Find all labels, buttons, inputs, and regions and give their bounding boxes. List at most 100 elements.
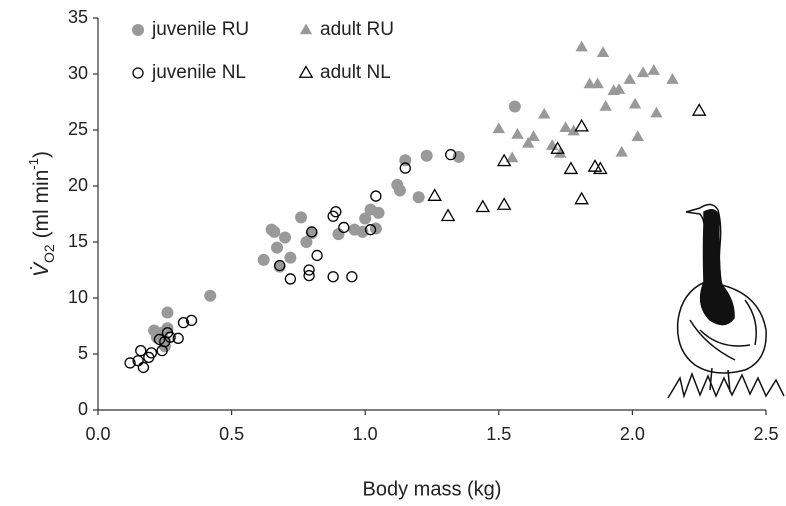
- point: [274, 259, 286, 272]
- point: [284, 251, 297, 264]
- x-tick-label: 0.5: [219, 424, 244, 444]
- x-tick-label: 1.0: [353, 424, 378, 444]
- point: [412, 191, 425, 204]
- point: [271, 241, 284, 254]
- goose-illustration: [667, 203, 785, 399]
- point: [427, 188, 442, 201]
- point: [327, 271, 339, 283]
- point: [124, 357, 136, 369]
- point: [303, 264, 315, 276]
- point: [399, 154, 412, 167]
- y-tick-label: 20: [68, 175, 88, 195]
- y-tick-label: 0: [78, 399, 88, 419]
- point: [445, 148, 457, 161]
- legend-label: juvenile NL: [151, 62, 246, 83]
- legend-label: juvenile RU: [151, 19, 249, 40]
- point: [612, 83, 626, 94]
- y-tick-label: 5: [78, 343, 88, 363]
- point: [177, 316, 190, 329]
- point: [574, 118, 589, 132]
- series: [492, 40, 679, 163]
- y-label-part: -1: [26, 158, 41, 170]
- legend-marker: [132, 24, 144, 36]
- point: [268, 225, 281, 238]
- point: [279, 231, 292, 244]
- point: [257, 253, 270, 266]
- point: [135, 344, 147, 357]
- point: [399, 162, 411, 174]
- legend-marker: [299, 23, 313, 35]
- series: [427, 103, 707, 222]
- point: [522, 136, 535, 148]
- point: [599, 99, 612, 111]
- point: [364, 224, 377, 236]
- point: [153, 333, 166, 346]
- point: [300, 236, 313, 248]
- point: [330, 206, 342, 218]
- point: [574, 191, 589, 205]
- point: [393, 184, 406, 197]
- point: [593, 161, 608, 175]
- x-tick-label: 2.0: [620, 424, 645, 444]
- point: [164, 331, 176, 343]
- point: [615, 145, 628, 157]
- y-tick-label: 15: [68, 231, 88, 251]
- point: [650, 106, 663, 118]
- x-tick-label: 2.5: [753, 424, 778, 444]
- point: [306, 226, 318, 238]
- legend-label: adult RU: [320, 19, 394, 40]
- point: [647, 64, 660, 75]
- point: [508, 100, 521, 113]
- point: [631, 130, 644, 141]
- point: [137, 361, 150, 374]
- point: [691, 103, 707, 116]
- point: [666, 73, 679, 84]
- y-label-part: V̇: [30, 261, 53, 277]
- y-tick-label: 10: [68, 287, 88, 307]
- point: [563, 161, 579, 175]
- series: [148, 100, 521, 353]
- point: [496, 153, 512, 167]
- point: [567, 124, 580, 136]
- y-tick-label: 35: [68, 7, 88, 27]
- point: [623, 73, 636, 84]
- y-tick-label: 25: [68, 119, 88, 139]
- legend-label: adult NL: [320, 62, 391, 83]
- point: [554, 147, 567, 158]
- y-tick-label: 30: [68, 63, 88, 83]
- point: [587, 159, 603, 172]
- point: [372, 206, 385, 219]
- point: [145, 347, 158, 359]
- point: [596, 46, 610, 57]
- point: [185, 314, 198, 327]
- point: [359, 212, 372, 225]
- point: [636, 66, 650, 78]
- point: [284, 273, 297, 285]
- point: [505, 151, 519, 163]
- point: [172, 332, 184, 344]
- point: [311, 249, 323, 262]
- point: [346, 271, 358, 283]
- point: [559, 121, 572, 132]
- point: [550, 141, 565, 154]
- point: [204, 289, 217, 302]
- x-tick-label: 1.5: [486, 424, 511, 444]
- point: [591, 77, 604, 89]
- point: [511, 127, 524, 139]
- legend-marker: [298, 65, 314, 78]
- y-label-part: ): [30, 151, 53, 158]
- point: [338, 221, 350, 234]
- x-tick-label: 0.0: [85, 424, 110, 444]
- point: [332, 228, 345, 241]
- point: [527, 130, 540, 141]
- x-axis-label: Body mass (kg): [363, 478, 502, 500]
- point: [295, 211, 308, 224]
- y-axis-label: V̇O2 (ml min-1): [26, 151, 57, 277]
- series: [124, 148, 457, 374]
- point: [370, 190, 382, 202]
- point: [628, 97, 642, 109]
- y-label-part: (ml min: [30, 170, 53, 245]
- point: [492, 122, 505, 134]
- y-label-part: O2: [41, 244, 57, 263]
